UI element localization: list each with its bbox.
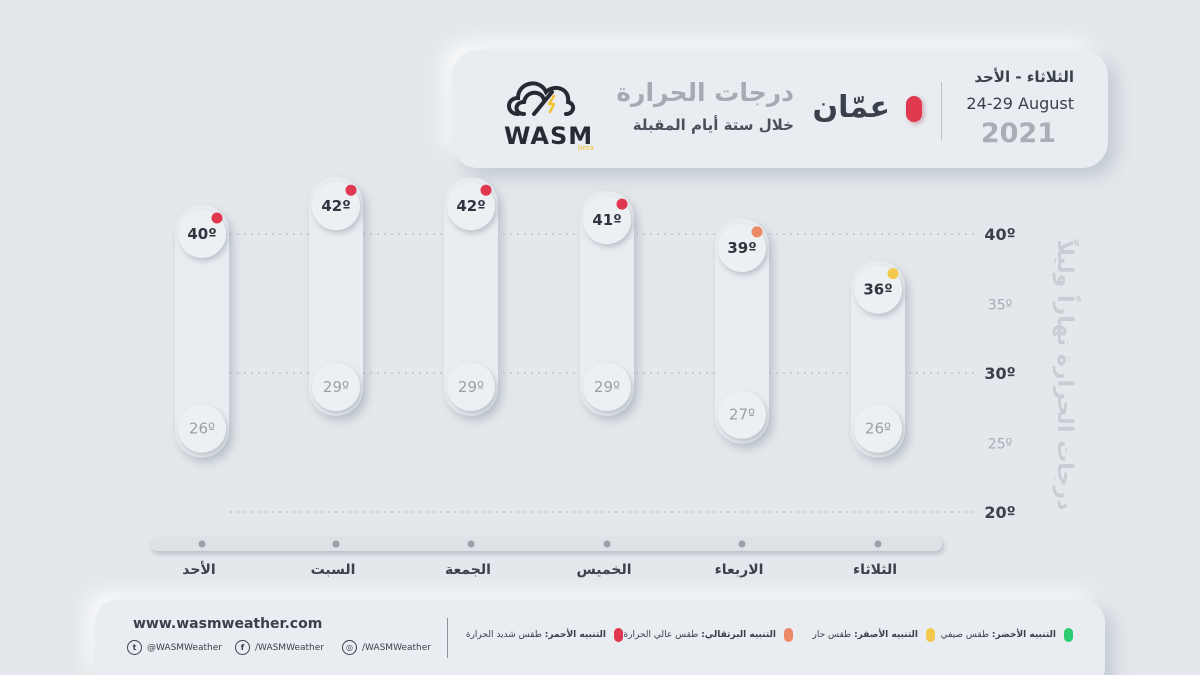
y-tick-label: 30º bbox=[984, 364, 1015, 383]
temperature-range-bar bbox=[580, 191, 634, 416]
y-tick-label: 20º bbox=[984, 503, 1015, 522]
footer-divider bbox=[447, 618, 448, 658]
day-column: 42º 29º السبت bbox=[309, 177, 363, 578]
alert-dot bbox=[751, 226, 763, 238]
instagram-icon: ◎ bbox=[342, 640, 357, 655]
low-temp-label: 27º bbox=[729, 406, 755, 424]
date-range: 24-29 August bbox=[966, 94, 1074, 113]
high-temp-label: 41º bbox=[592, 211, 621, 229]
day-column: 41º 29º الخميس bbox=[576, 191, 634, 578]
temperature-chart: 40º 35º 30º 25º 20º درجات الحرارة نهاراً ولي… bbox=[150, 177, 1082, 578]
red-alert-dot bbox=[614, 628, 623, 642]
high-temp-label: 42º bbox=[456, 197, 485, 215]
social-twitter[interactable]: t @WASMWeather bbox=[127, 640, 222, 655]
day-column: 42º 29º الجمعة bbox=[444, 177, 498, 578]
x-tick-dot bbox=[738, 540, 746, 548]
chart-subtitle: خلال ستة أيام المقبلة bbox=[632, 116, 794, 134]
y-tick-label: 25º bbox=[988, 437, 1012, 453]
alert-dot bbox=[345, 184, 357, 196]
legend-text: التنبيه الأصفر: طقس حار bbox=[812, 630, 919, 640]
website-link[interactable]: www.wasmweather.com bbox=[133, 616, 323, 632]
x-tick-dot bbox=[198, 540, 206, 548]
cloud-lightning-icon bbox=[507, 81, 575, 116]
x-tick-dot bbox=[874, 540, 882, 548]
day-column: 36º 26º الثلاثاء bbox=[851, 260, 905, 578]
temperature-range-bar bbox=[444, 177, 498, 416]
header-divider bbox=[941, 82, 942, 140]
low-temp-bubble bbox=[178, 404, 226, 453]
social-facebook[interactable]: f /WASMWeather bbox=[235, 640, 324, 655]
day-label: الخميس bbox=[576, 562, 631, 578]
legend-text: التنبيه البرتقالي: طقس عالي الحرارة bbox=[623, 630, 776, 640]
low-temp-bubble bbox=[718, 390, 766, 439]
x-tick-dot bbox=[603, 540, 611, 548]
social-handle: /WASMWeather bbox=[255, 642, 324, 653]
high-temp-label: 40º bbox=[187, 225, 216, 243]
header-card: WASM beta درجات الحرارة خلال ستة أيام ال… bbox=[452, 50, 1108, 168]
x-axis-track bbox=[150, 537, 942, 551]
green-alert-dot bbox=[1064, 628, 1073, 642]
legend-yellow-alert: التنبيه الأصفر: طقس حار bbox=[812, 628, 935, 642]
social-handle: /WASMWeather bbox=[362, 642, 431, 653]
high-temp-label: 36º bbox=[863, 281, 892, 299]
high-temp-label: 42º bbox=[321, 197, 350, 215]
x-tick-dot bbox=[332, 540, 340, 548]
low-temp-label: 26º bbox=[865, 420, 891, 438]
logo-wordmark: WASM bbox=[504, 122, 594, 150]
legend-text: التنبيه الأحمر: طقس شديد الحرارة bbox=[465, 630, 606, 640]
city-alert-indicator bbox=[906, 96, 922, 122]
low-temp-bubble bbox=[583, 362, 631, 411]
orange-alert-dot bbox=[784, 628, 793, 642]
wasm-logo: WASM beta bbox=[500, 70, 594, 154]
day-label: الثلاثاء bbox=[853, 562, 897, 578]
low-temp-bubble bbox=[447, 362, 495, 411]
date-year: 2021 bbox=[980, 118, 1056, 149]
facebook-icon: f bbox=[235, 640, 250, 655]
low-temp-bubble bbox=[312, 362, 360, 411]
low-temp-label: 29º bbox=[458, 378, 484, 396]
low-temp-label: 26º bbox=[189, 420, 215, 438]
day-label: الجمعة bbox=[445, 562, 491, 578]
x-tick-dot bbox=[467, 540, 475, 548]
low-temp-label: 29º bbox=[594, 378, 620, 396]
yellow-alert-dot bbox=[926, 628, 935, 642]
day-label: السبت bbox=[311, 562, 356, 578]
social-instagram[interactable]: ◎ /WASMWeather bbox=[342, 640, 431, 655]
temperature-range-bar bbox=[175, 205, 229, 458]
legend-orange-alert: التنبيه البرتقالي: طقس عالي الحرارة bbox=[623, 628, 793, 642]
alert-dot bbox=[480, 184, 492, 196]
alert-dot bbox=[616, 198, 628, 210]
legend-green-alert: التنبيه الأخضر: طقس صيفي bbox=[941, 628, 1073, 642]
twitter-icon: t bbox=[127, 640, 142, 655]
footer-card: www.wasmweather.com t @WASMWeather f /WA… bbox=[95, 600, 1105, 675]
high-temp-label: 39º bbox=[727, 239, 756, 257]
temperature-range-bar bbox=[851, 260, 905, 458]
legend-text: التنبيه الأخضر: طقس صيفي bbox=[940, 630, 1056, 640]
temperature-range-bar bbox=[715, 218, 769, 444]
date-days: الثلاثاء - الأحد bbox=[974, 68, 1074, 86]
temperature-range-bar bbox=[309, 177, 363, 416]
low-temp-bubble bbox=[854, 404, 902, 453]
low-temp-label: 29º bbox=[323, 378, 349, 396]
city-name: عمّان bbox=[812, 90, 890, 125]
chart-title: درجات الحرارة bbox=[616, 78, 794, 107]
day-column: 39º 27º الاربعاء bbox=[715, 218, 769, 578]
alert-dot bbox=[211, 212, 223, 224]
y-tick-label: 35º bbox=[988, 298, 1012, 314]
day-column: 40º 26º الأحد bbox=[175, 205, 229, 578]
legend-red-alert: التنبيه الأحمر: طقس شديد الحرارة bbox=[466, 628, 623, 642]
y-axis-label: درجات الحرارة نهاراً وليلاً bbox=[1052, 239, 1082, 510]
social-handle: @WASMWeather bbox=[147, 642, 222, 653]
y-tick-label: 40º bbox=[984, 225, 1015, 244]
day-label: الأحد bbox=[182, 561, 215, 578]
logo-beta-badge: beta bbox=[578, 144, 594, 152]
day-label: الاربعاء bbox=[715, 562, 764, 578]
alert-dot bbox=[887, 268, 899, 280]
